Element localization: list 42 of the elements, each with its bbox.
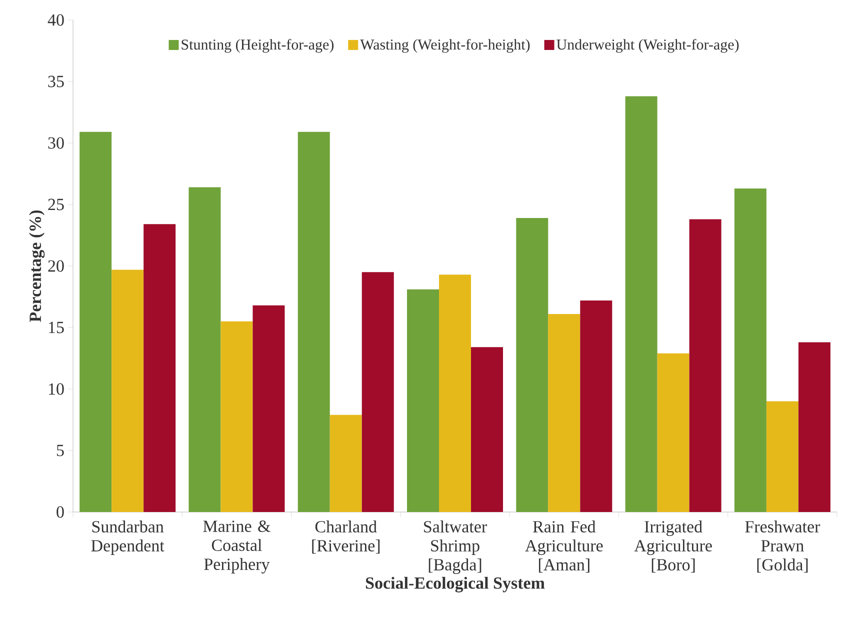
x-tick-label: Sundarban Dependent bbox=[91, 520, 164, 555]
bar bbox=[252, 305, 285, 512]
bar bbox=[220, 321, 253, 512]
bar bbox=[362, 272, 394, 512]
bar bbox=[112, 270, 144, 512]
y-tick-label: 30 bbox=[48, 137, 64, 149]
bar bbox=[625, 96, 658, 512]
bar bbox=[548, 314, 580, 512]
bar bbox=[516, 218, 548, 512]
bar bbox=[439, 274, 472, 512]
bar bbox=[188, 187, 221, 512]
bar bbox=[144, 224, 176, 512]
y-tick-label: 0 bbox=[56, 506, 64, 518]
y-tick-label: 20 bbox=[48, 260, 64, 272]
bar bbox=[407, 289, 440, 512]
bar bbox=[734, 188, 766, 512]
bar bbox=[798, 342, 830, 512]
legend-label: Underweight (Weight-for-age) bbox=[556, 38, 739, 53]
y-tick-label: 25 bbox=[48, 198, 64, 210]
bar bbox=[330, 414, 362, 512]
y-axis-title: Percentage (%) bbox=[29, 210, 45, 322]
y-tick-label: 35 bbox=[48, 76, 64, 88]
bar bbox=[766, 401, 798, 512]
y-tick-label: 40 bbox=[48, 14, 64, 26]
x-axis-title: Social-Ecological System bbox=[366, 576, 545, 592]
bar bbox=[657, 353, 690, 512]
x-tick-label: Freshwater Prawn [Golda] bbox=[745, 520, 820, 573]
x-tick-label: Charland [Riverine] bbox=[312, 520, 380, 554]
y-tick-label: 15 bbox=[48, 322, 64, 334]
bar bbox=[471, 347, 504, 512]
x-tick-label: Rain Fed Agriculture [Aman] bbox=[525, 520, 603, 573]
x-tick-label: Saltwater Shrimp [Bagda] bbox=[424, 520, 487, 574]
y-tick-label: 5 bbox=[56, 444, 64, 456]
bar bbox=[689, 219, 722, 512]
x-tick-label: Irrigated Agriculture [Boro] bbox=[634, 520, 712, 573]
bar bbox=[580, 300, 612, 512]
legend-label: Stunting (Height-for-age) bbox=[182, 38, 334, 53]
bar bbox=[80, 132, 112, 512]
y-tick-label: 10 bbox=[48, 383, 64, 395]
bar bbox=[298, 132, 330, 512]
x-tick-label: Marine & Coastal Periphery bbox=[203, 520, 270, 574]
legend-label: Wasting (Weight-for-height) bbox=[360, 38, 530, 53]
